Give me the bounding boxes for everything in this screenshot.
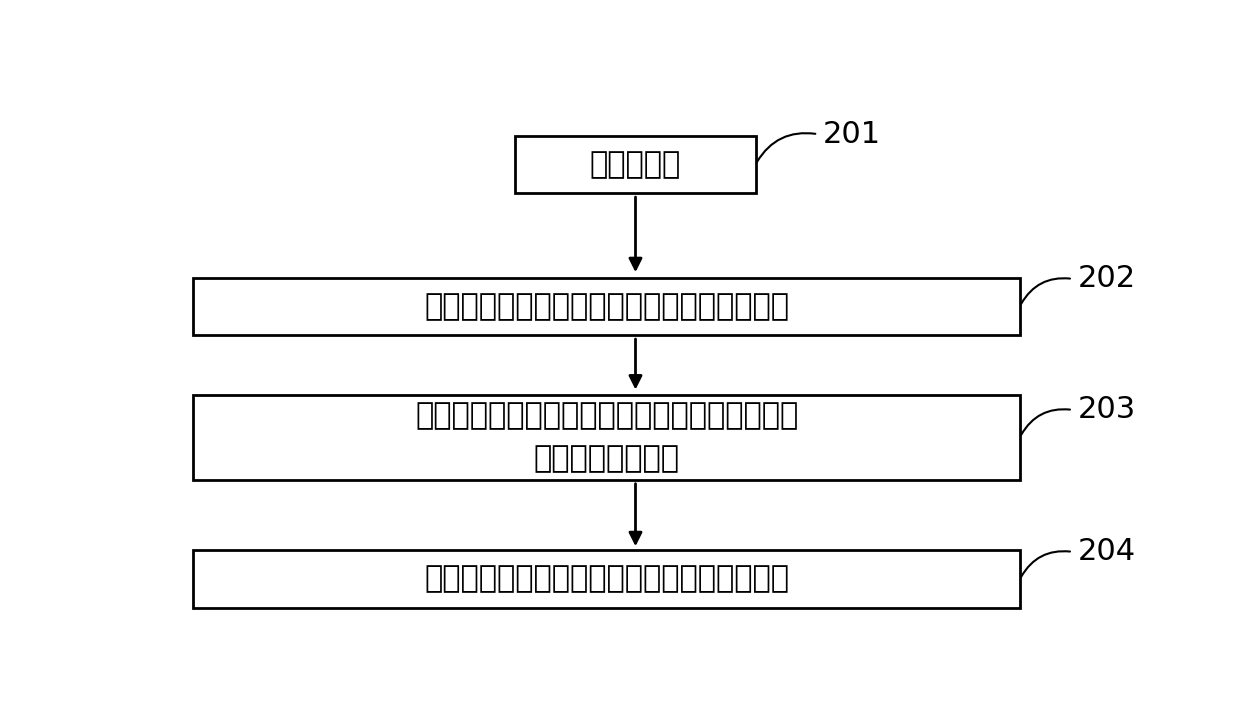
Text: 202: 202 bbox=[1078, 264, 1136, 294]
Text: 准备硅胶；: 准备硅胶； bbox=[590, 150, 681, 179]
FancyBboxPatch shape bbox=[193, 550, 1019, 608]
Text: 静置固化后安装于所述保护框上，完成封装。: 静置固化后安装于所述保护框上，完成封装。 bbox=[424, 564, 789, 593]
Text: 将所述盖片涂覆有硅胶的表面朝向所述基板顶面
贴合于对应位置；: 将所述盖片涂覆有硅胶的表面朝向所述基板顶面 贴合于对应位置； bbox=[415, 401, 799, 473]
Text: 203: 203 bbox=[1078, 396, 1136, 425]
FancyBboxPatch shape bbox=[193, 395, 1019, 479]
FancyBboxPatch shape bbox=[193, 277, 1019, 335]
Text: 将所述盖片的凹槽四周及外廓边缘进行点胶；: 将所述盖片的凹槽四周及外廓边缘进行点胶； bbox=[424, 291, 789, 320]
Text: 201: 201 bbox=[823, 120, 882, 149]
Text: 204: 204 bbox=[1078, 537, 1136, 566]
FancyBboxPatch shape bbox=[516, 135, 755, 193]
